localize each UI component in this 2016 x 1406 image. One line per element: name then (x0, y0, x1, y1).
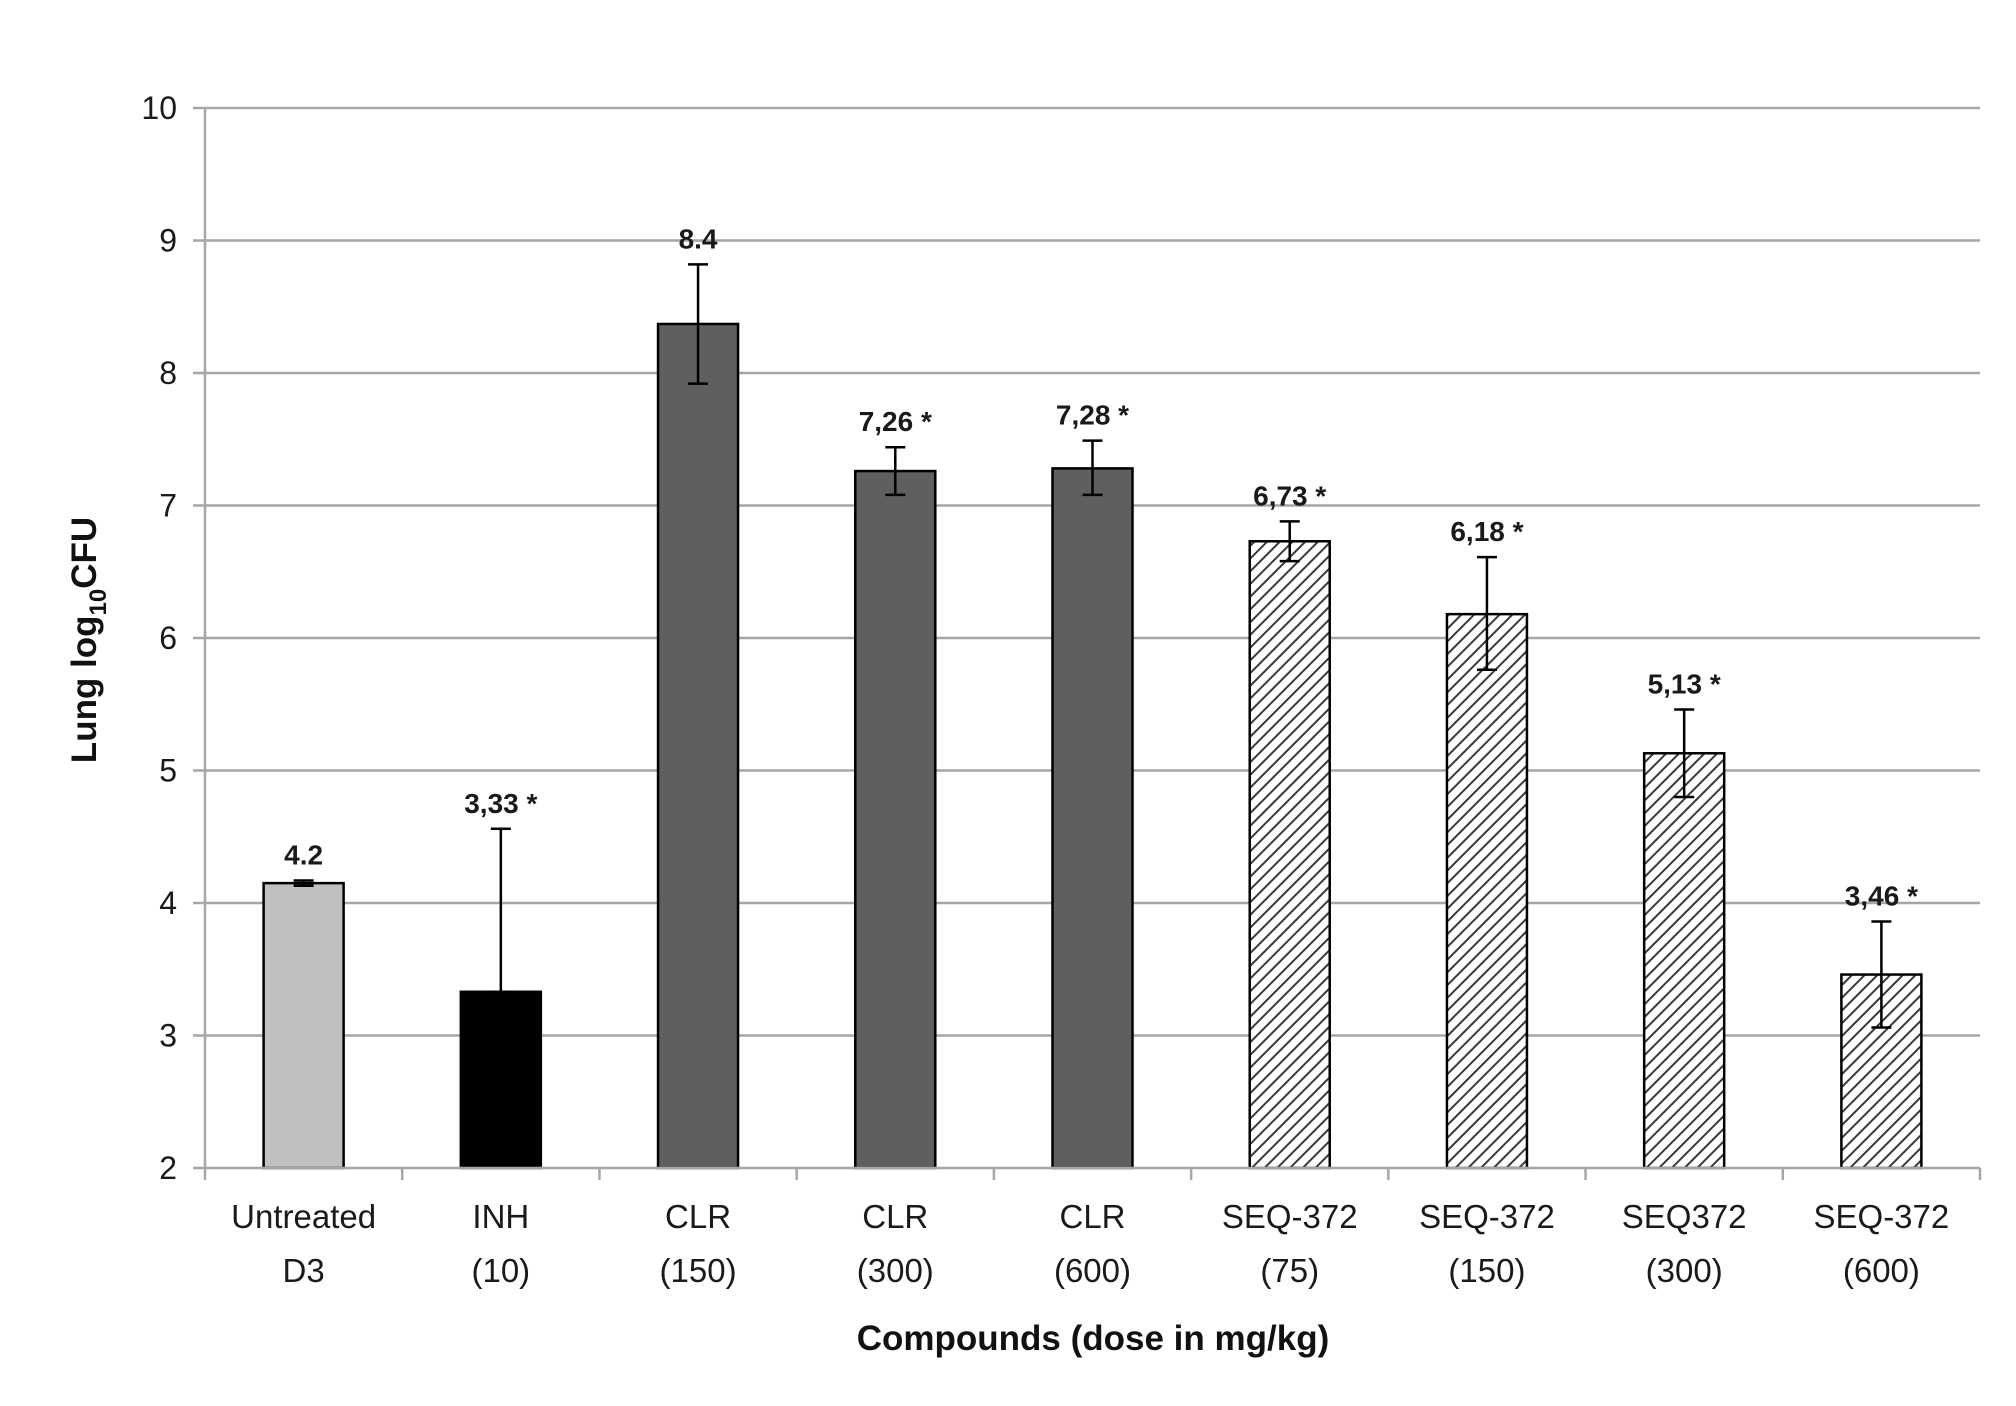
data-label: 8.4 (679, 223, 718, 254)
x-category-line: (75) (1260, 1252, 1319, 1289)
bar (1051, 467, 1134, 1170)
x-category-line: INH (472, 1198, 529, 1235)
x-category-label: CLR (300) (857, 1198, 934, 1289)
x-category-line: (600) (1054, 1252, 1131, 1289)
error-bars (293, 263, 1892, 1029)
x-category-line: CLR (665, 1198, 731, 1235)
data-label: 6,18 * (1450, 516, 1523, 547)
y-axis-title-main: Lung log (65, 615, 104, 763)
bar (1248, 540, 1331, 1170)
y-axis-title-unit: CFU (65, 517, 104, 589)
y-tick-label: 5 (159, 753, 177, 789)
bar (1642, 752, 1726, 1170)
y-tick-label: 7 (159, 488, 177, 524)
x-category-line: SEQ-372 (1419, 1198, 1555, 1235)
data-label: 5,13 * (1648, 669, 1721, 700)
bar (262, 881, 345, 1170)
y-tick-label: 2 (159, 1150, 177, 1186)
data-label: 6,73 * (1253, 480, 1326, 511)
x-axis-title: Compounds (dose in mg/kg) (857, 1319, 1329, 1358)
y-axis-title: Lung log10CFU (65, 517, 112, 763)
x-category-line: Untreated (231, 1198, 376, 1235)
x-category-label: Untreated D3 (231, 1198, 376, 1289)
x-category-label: CLR (600) (1054, 1198, 1131, 1289)
x-category-label: SEQ372 (300) (1622, 1198, 1747, 1289)
bars (262, 322, 1923, 1170)
x-category-label: SEQ-372 (600) (1814, 1198, 1950, 1289)
bar (1445, 612, 1529, 1170)
x-category-line: (600) (1843, 1252, 1920, 1289)
y-tick-label: 10 (141, 90, 177, 126)
bar (459, 990, 543, 1170)
bar (656, 322, 740, 1170)
x-category-label: CLR (150) (660, 1198, 737, 1289)
y-axis-ticks: 2 3 4 5 6 7 8 9 10 (141, 90, 205, 1186)
y-tick-label: 6 (159, 620, 177, 656)
x-axis-categories: Untreated D3 INH (10) CLR (150) CLR (300) CLR (60… (203, 1168, 1982, 1289)
x-category-line: SEQ372 (1622, 1198, 1747, 1235)
x-category-line: (150) (660, 1252, 737, 1289)
x-category-line: (10) (471, 1252, 530, 1289)
bar (854, 469, 937, 1170)
x-category-label: SEQ-372 (75) (1222, 1198, 1358, 1289)
y-tick-label: 4 (159, 885, 177, 921)
y-tick-label: 3 (159, 1018, 177, 1054)
data-label: 7,28 * (1056, 400, 1129, 431)
y-axis-title-subscript: 10 (85, 589, 112, 616)
x-category-label: SEQ-372 (150) (1419, 1198, 1555, 1289)
x-category-line: SEQ-372 (1814, 1198, 1950, 1235)
x-category-line: (300) (1646, 1252, 1723, 1289)
x-category-line: (150) (1448, 1252, 1525, 1289)
x-category-line: CLR (1059, 1198, 1125, 1235)
x-category-line: (300) (857, 1252, 934, 1289)
data-label: 4.2 (284, 839, 323, 870)
data-label: 3,33 * (464, 788, 537, 819)
x-category-line: CLR (862, 1198, 928, 1235)
axes (203, 108, 1980, 1170)
data-labels: 4.2 3,33 * 8.4 7,26 * 7,28 * 6,73 * 6,18 * 5,13… (284, 223, 1918, 911)
x-category-line: D3 (283, 1252, 325, 1289)
y-tick-label: 9 (159, 223, 177, 259)
data-label: 3,46 * (1845, 881, 1918, 912)
data-label: 7,26 * (859, 406, 932, 437)
x-category-line: SEQ-372 (1222, 1198, 1358, 1235)
x-category-label: INH (10) (471, 1198, 530, 1289)
y-tick-label: 8 (159, 355, 177, 391)
